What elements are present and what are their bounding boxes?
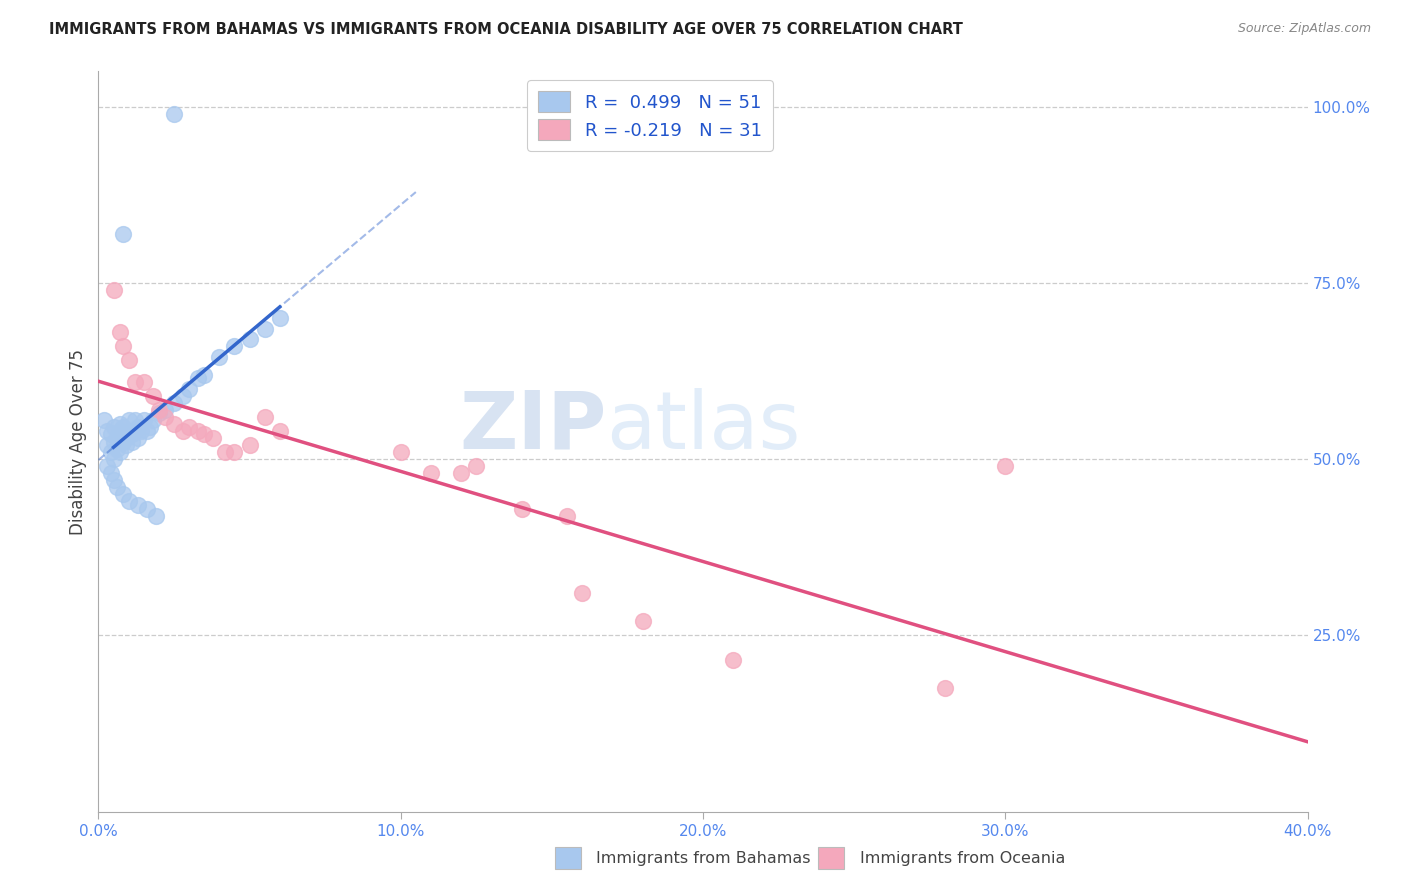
Point	[202, 431, 225, 445]
Legend: R =  0.499   N = 51, R = -0.219   N = 31: R = 0.499 N = 51, R = -0.219 N = 31	[527, 80, 772, 151]
Point	[179, 382, 201, 396]
Point	[163, 396, 186, 410]
Point	[450, 467, 472, 481]
Point	[465, 459, 488, 474]
Point	[148, 402, 170, 417]
Point	[96, 459, 118, 474]
Point	[100, 445, 122, 459]
Text: IMMIGRANTS FROM BAHAMAS VS IMMIGRANTS FROM OCEANIA DISABILITY AGE OVER 75 CORREL: IMMIGRANTS FROM BAHAMAS VS IMMIGRANTS FR…	[49, 22, 963, 37]
Point	[253, 322, 276, 336]
Point	[111, 487, 134, 501]
Point	[172, 389, 194, 403]
Point	[111, 420, 134, 434]
Text: Immigrants from Oceania: Immigrants from Oceania	[860, 851, 1066, 865]
Point	[108, 417, 131, 431]
Point	[994, 459, 1017, 474]
Point	[214, 445, 236, 459]
Point	[105, 442, 128, 456]
Point	[118, 494, 141, 508]
Point	[103, 283, 125, 297]
Y-axis label: Disability Age Over 75: Disability Age Over 75	[69, 349, 87, 534]
Point	[111, 434, 134, 449]
Point	[118, 353, 141, 368]
Point	[135, 424, 157, 438]
Point	[193, 427, 215, 442]
Point	[153, 409, 176, 424]
Point	[114, 438, 136, 452]
Point	[127, 420, 149, 434]
Point	[105, 480, 128, 494]
Point	[153, 402, 176, 417]
Point	[239, 332, 262, 346]
Point	[96, 438, 118, 452]
Point	[121, 427, 143, 442]
Point	[224, 445, 246, 459]
Point	[723, 653, 745, 667]
Point	[108, 445, 131, 459]
Point	[135, 501, 157, 516]
Point	[145, 508, 167, 523]
Point	[163, 417, 186, 431]
Point	[571, 586, 593, 600]
Point	[555, 508, 578, 523]
Point	[118, 424, 141, 438]
Point	[631, 615, 654, 629]
Point	[187, 371, 209, 385]
Point	[108, 424, 131, 438]
Point	[103, 473, 125, 487]
Point	[187, 424, 209, 438]
Text: Source: ZipAtlas.com: Source: ZipAtlas.com	[1237, 22, 1371, 36]
Point	[934, 681, 956, 696]
Point	[163, 106, 186, 120]
Point	[142, 413, 165, 427]
Point	[93, 413, 115, 427]
Point	[121, 434, 143, 449]
Text: atlas: atlas	[606, 388, 800, 466]
Point	[127, 498, 149, 512]
Point	[208, 350, 231, 364]
Text: Immigrants from Bahamas: Immigrants from Bahamas	[596, 851, 810, 865]
Point	[103, 452, 125, 467]
Point	[108, 325, 131, 339]
Point	[253, 409, 276, 424]
Point	[139, 420, 162, 434]
Text: ZIP: ZIP	[458, 388, 606, 466]
Point	[389, 445, 412, 459]
Point	[96, 424, 118, 438]
Point	[114, 431, 136, 445]
Point	[111, 339, 134, 353]
Point	[420, 467, 443, 481]
Point	[124, 424, 146, 438]
Point	[224, 339, 246, 353]
Point	[179, 420, 201, 434]
Point	[124, 413, 146, 427]
Point	[129, 424, 152, 438]
Point	[100, 427, 122, 442]
Point	[172, 424, 194, 438]
Point	[100, 467, 122, 481]
Point	[103, 434, 125, 449]
Point	[132, 413, 155, 427]
Point	[269, 311, 291, 326]
Point	[269, 424, 291, 438]
Point	[510, 501, 533, 516]
Point	[142, 389, 165, 403]
Point	[124, 375, 146, 389]
Point	[118, 413, 141, 427]
Point	[148, 406, 170, 420]
Point	[111, 227, 134, 241]
Point	[193, 368, 215, 382]
Point	[127, 431, 149, 445]
Point	[103, 420, 125, 434]
Point	[132, 375, 155, 389]
Point	[239, 438, 262, 452]
Point	[105, 431, 128, 445]
